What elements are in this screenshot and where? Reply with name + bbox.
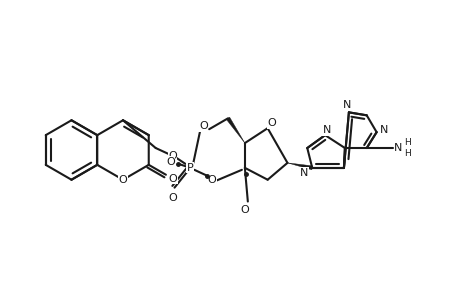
Text: O: O — [168, 151, 177, 161]
Text: P: P — [187, 163, 193, 173]
Text: O: O — [207, 175, 216, 185]
Text: N: N — [299, 168, 308, 178]
Text: O: O — [118, 175, 127, 185]
Text: O: O — [240, 206, 249, 215]
Text: O: O — [168, 193, 177, 202]
Text: O: O — [168, 174, 177, 184]
Polygon shape — [287, 163, 312, 170]
Text: O: O — [166, 157, 174, 167]
Text: N: N — [380, 125, 388, 135]
Text: O: O — [267, 118, 275, 128]
Text: N: N — [393, 143, 402, 153]
Text: O: O — [198, 121, 207, 131]
Text: H: H — [403, 149, 410, 158]
Text: H: H — [403, 138, 410, 147]
Text: N: N — [342, 100, 350, 110]
Polygon shape — [226, 117, 244, 143]
Text: N: N — [322, 125, 330, 135]
